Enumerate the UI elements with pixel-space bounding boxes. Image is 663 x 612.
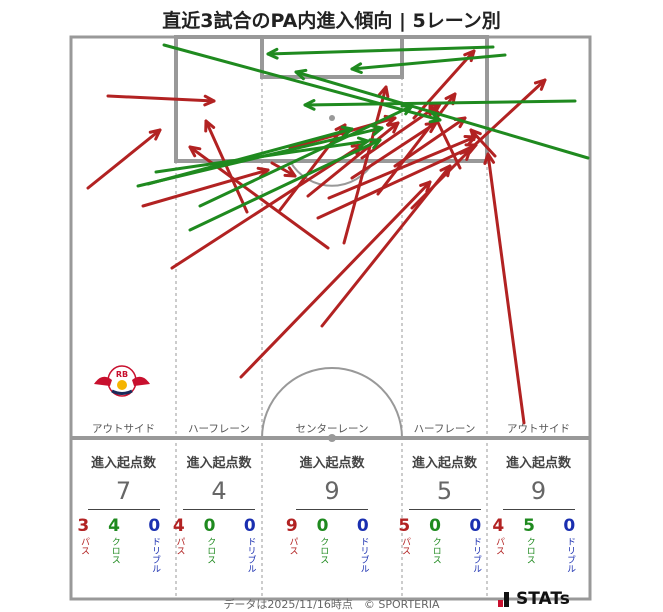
cross-count: 0 — [316, 516, 329, 536]
brand-logo: STATs — [498, 589, 570, 609]
pass-arrow — [270, 161, 297, 178]
stat-heading: 進入起点数 — [186, 456, 252, 471]
lane-label-outside-right: アウトサイド — [507, 423, 570, 435]
lane-label-outside-left: アウトサイド — [92, 423, 155, 435]
center-spot — [328, 434, 336, 442]
cross-count: 4 — [108, 516, 120, 536]
divider — [296, 509, 368, 510]
lane-stats-halfspace-left: 進入起点数 4 4 パス 0 クロス 0 ドリブル — [172, 452, 262, 573]
pass-count: 9 — [285, 516, 298, 536]
cross-count: 5 — [523, 516, 535, 536]
divider — [502, 509, 575, 510]
pass-arrow — [316, 143, 478, 220]
cross-arrow — [162, 43, 442, 124]
lane-stats-outside-right: 進入起点数 9 4 パス 5 クロス 0 ドリブル — [487, 452, 590, 573]
pass-arrow — [410, 148, 472, 210]
cross-arrow — [266, 45, 495, 60]
lane-label-center: センターレーン — [295, 423, 369, 435]
pass-arrow — [106, 94, 216, 107]
cross-label: クロス — [205, 537, 216, 564]
footer-credit: データは2025/11/16時点 © SPORTERIA — [223, 598, 440, 611]
cross-label: クロス — [318, 537, 329, 564]
pitch-markings — [69, 35, 592, 601]
cross-arrow — [198, 104, 414, 208]
pass-arrow — [239, 180, 432, 379]
cross-arrow — [303, 99, 577, 111]
dribble-label: ドリブル — [358, 537, 369, 573]
stat-heading: 進入起点数 — [299, 456, 365, 471]
cross-arrow — [188, 138, 382, 232]
divider — [408, 509, 481, 510]
goal-area — [260, 35, 404, 79]
penalty-arc — [289, 160, 375, 187]
dribble-label: ドリブル — [245, 537, 256, 573]
pass-arrow — [376, 92, 457, 196]
entry-total: 5 — [436, 477, 453, 505]
stat-heading: 進入起点数 — [90, 456, 156, 471]
pass-label: パス — [494, 537, 504, 555]
pass-arrow — [483, 152, 526, 425]
entry-total: 9 — [324, 477, 340, 505]
cross-arrow — [146, 125, 354, 186]
pass-label: パス — [287, 537, 298, 555]
pass-arrow — [306, 121, 400, 198]
cross-label: クロス — [430, 537, 441, 564]
brand-name: STATs — [516, 589, 570, 609]
divider — [87, 509, 160, 510]
cross-label: クロス — [524, 537, 535, 564]
stats-logo-icon — [498, 591, 512, 607]
dribble-label: ドリブル — [150, 537, 160, 573]
dribble-label: ドリブル — [565, 537, 575, 573]
pass-count: 4 — [492, 516, 505, 536]
pass-arrow — [350, 121, 438, 180]
cross-count: 0 — [203, 516, 216, 536]
cross-arrow — [154, 136, 370, 174]
pass-arrow — [141, 166, 270, 208]
pass-label: パス — [174, 537, 185, 555]
svg-text:RB: RB — [116, 370, 128, 379]
lane-label-halfspace-right: ハーフレーン — [413, 423, 476, 435]
dribble-count: 0 — [148, 516, 161, 536]
lane-stats-center: 進入起点数 9 9 パス 0 クロス 0 ドリブル — [262, 452, 402, 573]
center-circle — [261, 367, 403, 439]
stat-heading: 進入起点数 — [505, 456, 571, 471]
cross-arrow — [294, 68, 590, 160]
pass-arrow — [469, 128, 497, 158]
pass-count: 3 — [77, 516, 90, 536]
pass-arrow — [342, 85, 390, 245]
dribble-count: 0 — [243, 516, 256, 536]
entry-total: 4 — [211, 477, 227, 505]
entry-total: 9 — [530, 477, 547, 505]
cross-label: クロス — [109, 537, 120, 564]
divider — [183, 509, 255, 510]
entry-arrows — [86, 43, 590, 425]
dribble-count: 0 — [469, 516, 482, 536]
pass-label: パス — [400, 537, 410, 555]
stat-heading: 進入起点数 — [411, 456, 477, 471]
cross-arrow — [350, 53, 507, 75]
penalty-spot — [329, 115, 335, 121]
lane-stats-outside-left: 進入起点数 7 3 パス 4 クロス 0 ドリブル — [71, 452, 176, 573]
dribble-count: 0 — [563, 516, 576, 536]
lane-stats-halfspace-right: 進入起点数 5 5 パス 0 クロス 0 ドリブル — [398, 452, 487, 573]
lane-label-halfspace-left: ハーフレーン — [188, 423, 250, 435]
entry-total: 7 — [115, 477, 132, 505]
dribble-label: ドリブル — [471, 537, 481, 573]
pass-count: 4 — [172, 516, 185, 536]
page-title: 直近3試合のPA内進入傾向 | 5レーン別 — [162, 10, 501, 32]
cross-count: 0 — [429, 516, 441, 536]
dribble-count: 0 — [356, 516, 369, 536]
pass-arrow — [86, 128, 162, 190]
pass-label: パス — [79, 537, 89, 555]
team-logo: RB — [94, 365, 150, 397]
pass-count: 5 — [398, 516, 411, 536]
